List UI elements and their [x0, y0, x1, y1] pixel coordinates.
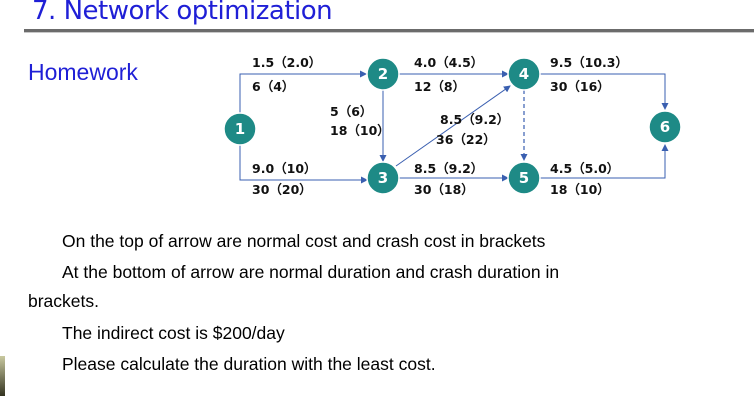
edge-2-4-cost: 4.0（4.5）: [414, 55, 483, 70]
node-6-label: 6: [660, 118, 670, 136]
edge-5-6: [540, 144, 669, 179]
edge-4-6-cost: 9.5（10.3）: [550, 55, 628, 70]
node-3-label: 3: [378, 169, 388, 187]
edge-3-5-duration: 30（18）: [414, 182, 474, 197]
network-diagram: 1.5（2.0） 6（4） 5（6） 18（10） 4.0（4.5） 12（8）…: [223, 55, 682, 197]
edge-1-2: [239, 70, 367, 116]
body-line-1: On the top of arrow are normal cost and …: [62, 231, 546, 251]
edge-2-3-cost: 5（6）: [330, 104, 372, 119]
title-underline-shadow: [24, 32, 754, 33]
edge-4-6: [540, 73, 669, 110]
edge-1-3: [239, 141, 368, 184]
decorative-side-mark: [0, 356, 5, 396]
node-2-label: 2: [378, 65, 388, 83]
edge-5-6-cost: 4.5（5.0）: [550, 161, 619, 176]
node-4: 4: [507, 57, 541, 91]
edge-5-6-duration: 18（10）: [550, 182, 610, 197]
node-1-label: 1: [235, 120, 245, 138]
edge-3-4-duration: 36（22）: [436, 132, 496, 147]
title-underline: [24, 29, 754, 32]
node-6: 6: [648, 110, 682, 144]
node-5-label: 5: [519, 169, 529, 187]
node-5: 5: [507, 161, 541, 195]
edge-4-6-duration: 30（16）: [550, 79, 610, 94]
body-line-5: Please calculate the duration with the l…: [62, 354, 436, 374]
edge-1-3-cost: 9.0（10）: [252, 161, 317, 176]
body-line-3: brackets.: [28, 291, 99, 311]
edge-1-2-duration: 6（4）: [252, 79, 294, 94]
slide-title: 7. Network optimization: [32, 0, 333, 26]
section-subtitle: Homework: [28, 59, 138, 85]
edge-1-2-cost: 1.5（2.0）: [252, 55, 321, 70]
edge-1-3-duration: 30（20）: [252, 182, 312, 197]
body-line-2: At the bottom of arrow are normal durati…: [62, 262, 560, 282]
edge-3-4: [395, 85, 511, 167]
node-2: 2: [366, 57, 400, 91]
edge-3-5-cost: 8.5（9.2）: [414, 161, 483, 176]
edge-3-4-cost: 8.5（9.2）: [440, 112, 509, 127]
node-3: 3: [366, 161, 400, 195]
edge-2-3-duration: 18（10）: [330, 123, 390, 138]
node-1: 1: [223, 112, 257, 146]
body-line-4: The indirect cost is $200/day: [62, 323, 285, 343]
node-4-label: 4: [519, 65, 529, 83]
edge-2-4-duration: 12（8）: [414, 79, 465, 94]
